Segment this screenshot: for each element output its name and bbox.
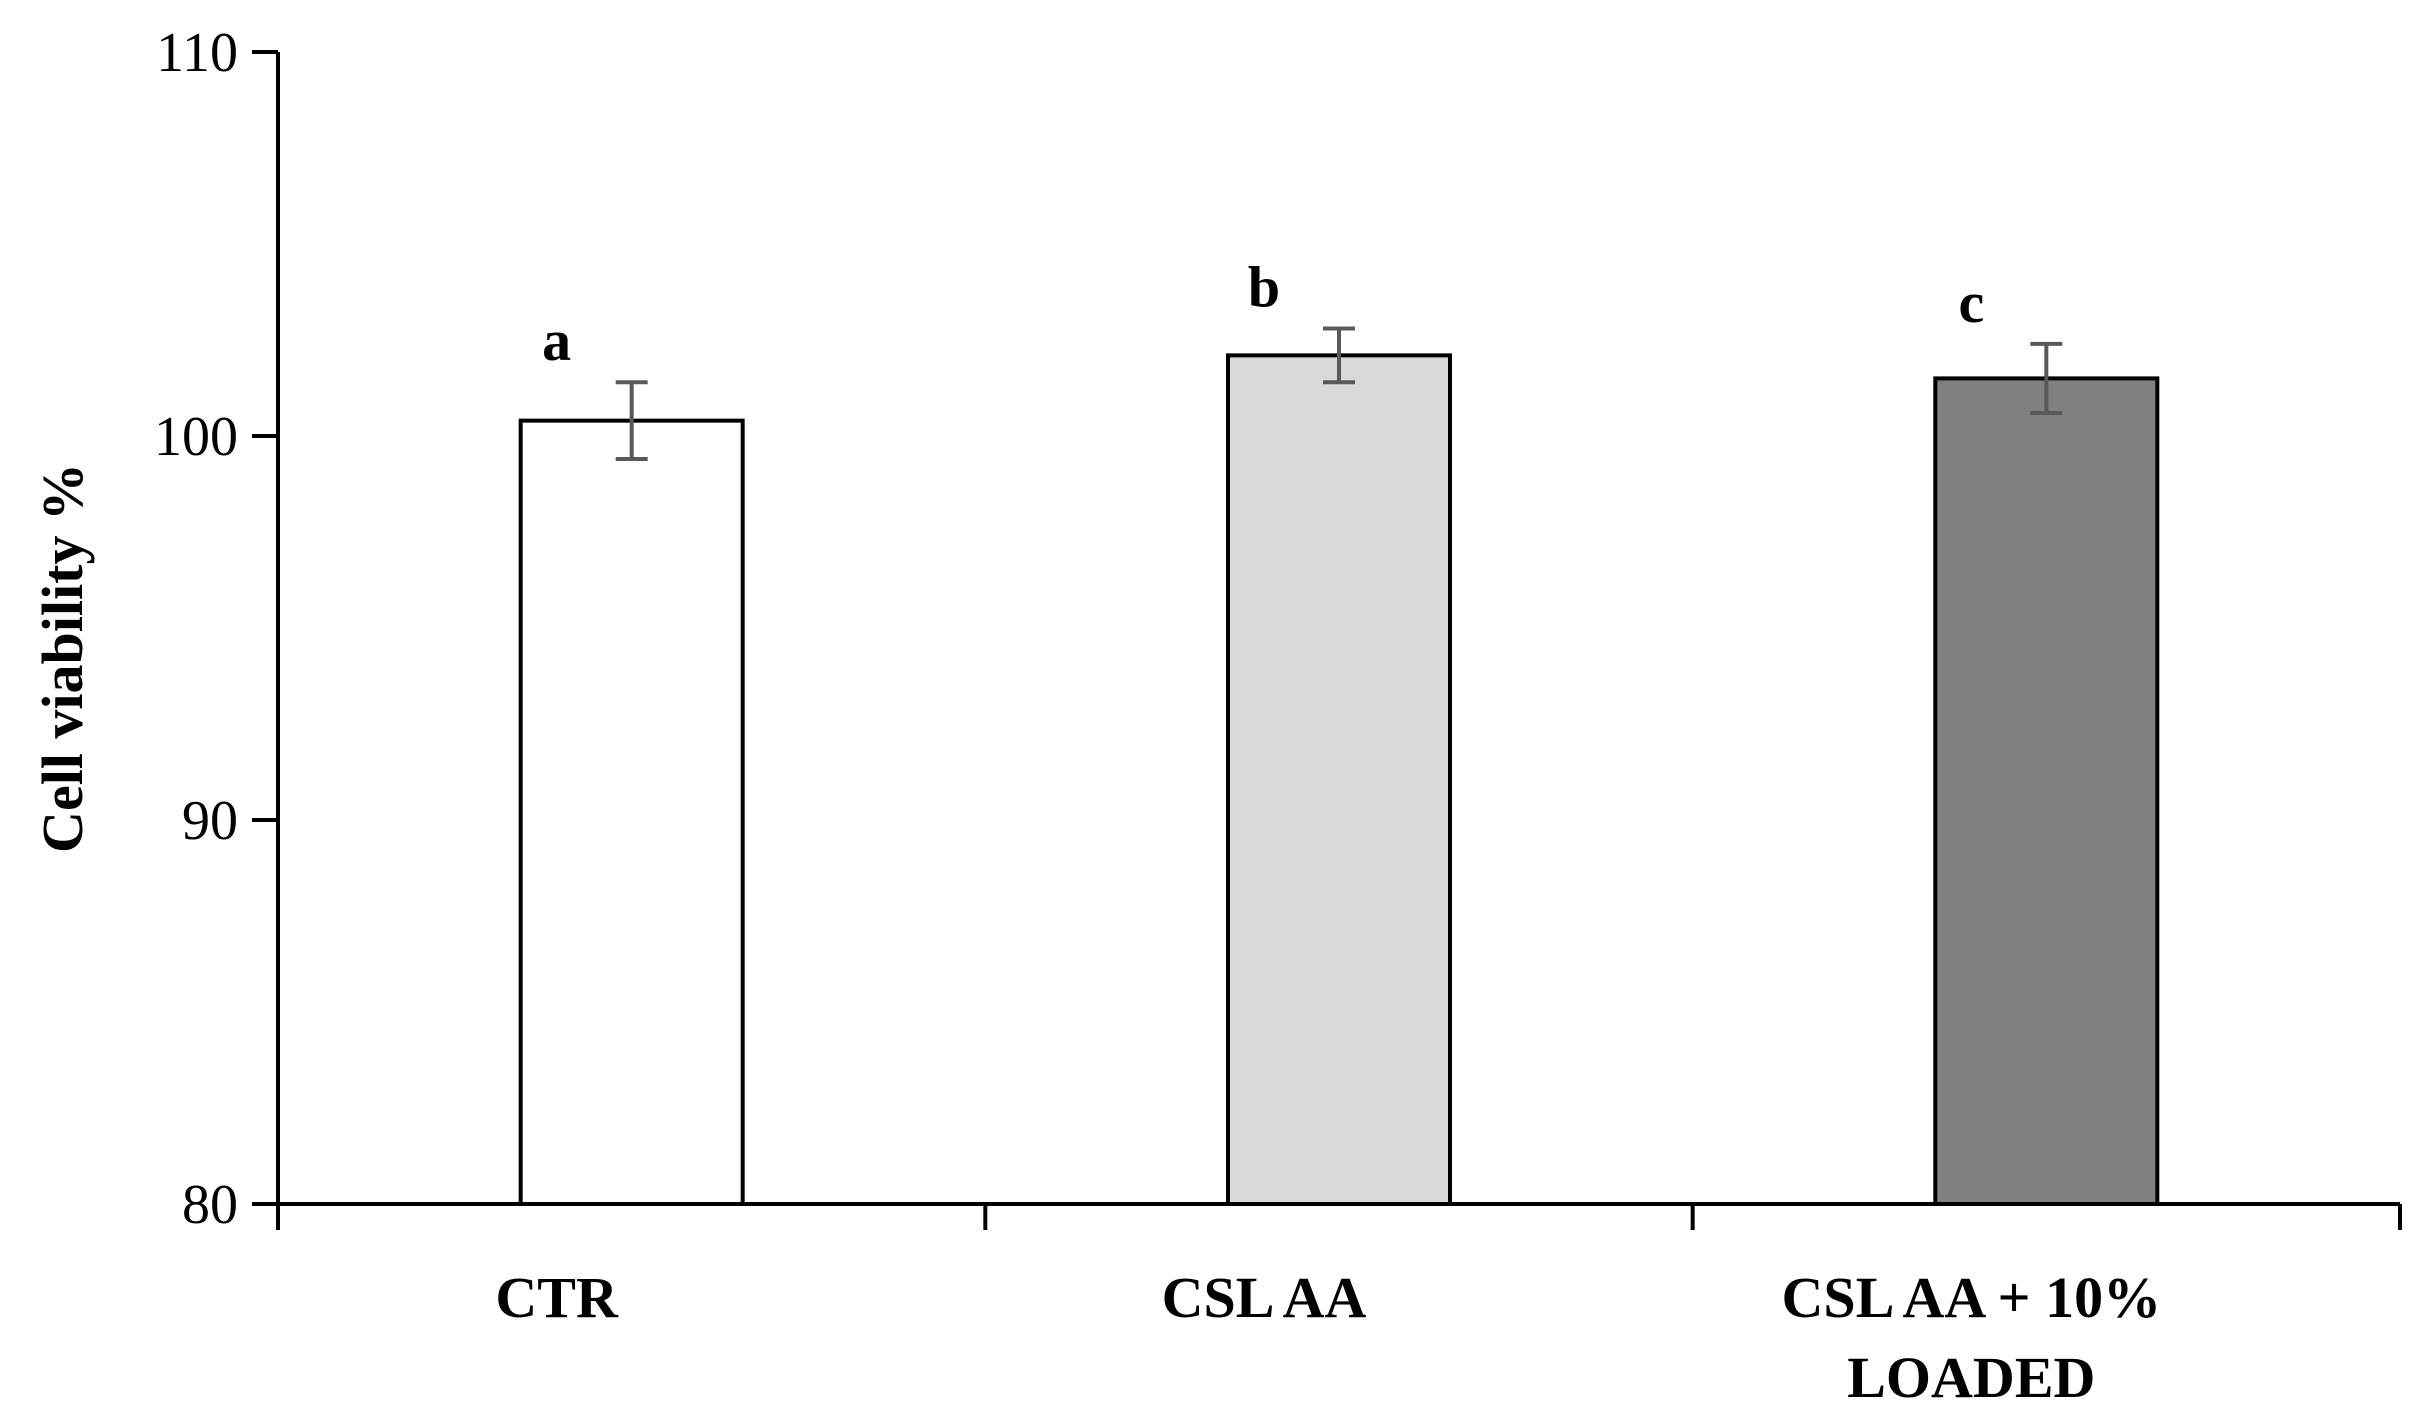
category-label: CSL AA + 10% LOADED [1782, 1265, 2162, 1410]
significance-label: b [1248, 254, 1280, 319]
significance-label: c [1958, 270, 1984, 335]
y-tick-label: 100 [154, 406, 238, 468]
error-bar [1323, 326, 1355, 385]
y-tick-label: 80 [182, 1174, 238, 1236]
category-label: CSL AA [1162, 1265, 1367, 1330]
ticks-layer [252, 50, 2402, 1230]
y-tick-label: 90 [182, 790, 238, 852]
category-label: CTR [495, 1265, 619, 1330]
labels-layer: 80 90 100 110 a CTR b CSL AA c CSL AA + 10% LOADED [154, 22, 2161, 1410]
error-bar [2030, 341, 2063, 415]
y-tick-label: 110 [156, 22, 238, 84]
axes-layer [252, 52, 2400, 1230]
bars-layer [518, 353, 2160, 1206]
bar [1226, 353, 1452, 1206]
bar [518, 418, 745, 1206]
error-bar [615, 380, 648, 462]
bar [1933, 376, 2160, 1206]
error-bars-layer [615, 326, 2063, 462]
significance-label: a [542, 308, 571, 373]
y-axis-label: Cell viability % [30, 463, 95, 853]
